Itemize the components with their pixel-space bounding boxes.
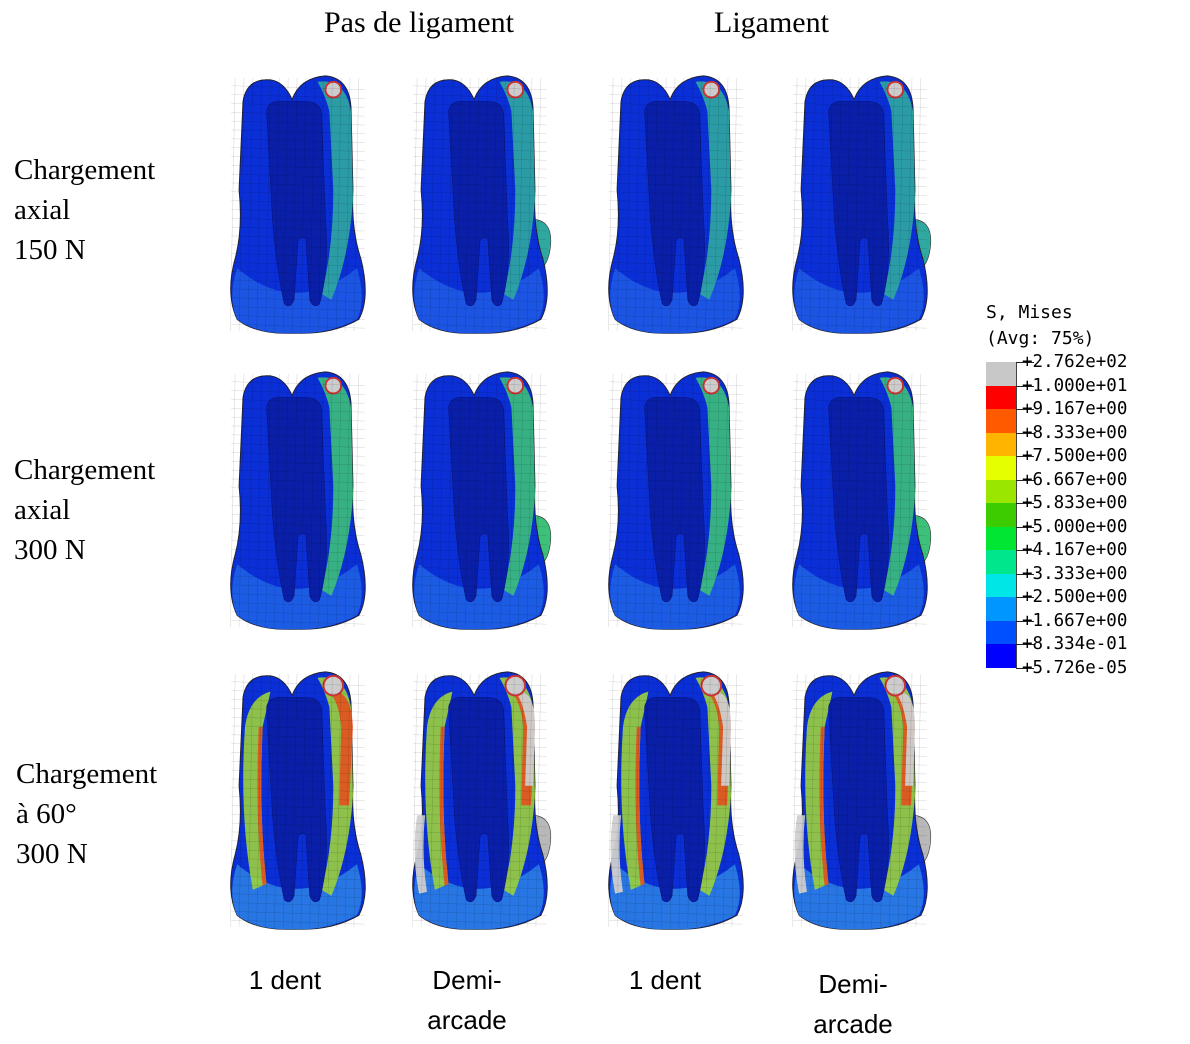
legend-tick bbox=[1016, 362, 1034, 363]
row-label-line: 150 N bbox=[14, 234, 86, 266]
stress-legend: S, Mises (Avg: 75%) +2.762e+02 +1.000e+01… bbox=[986, 300, 1186, 678]
footer-line: Demi- bbox=[818, 969, 888, 999]
legend-swatch bbox=[986, 644, 1017, 668]
legend-value-label: +8.334e-01 bbox=[1022, 634, 1128, 654]
legend-swatch bbox=[986, 597, 1017, 621]
legend-tick bbox=[1016, 550, 1034, 551]
tooth-model bbox=[600, 72, 750, 337]
row-label-oblique-300: Chargement à 60° 300 N bbox=[16, 754, 157, 874]
footer-line: Demi- bbox=[432, 965, 502, 995]
tooth-model bbox=[784, 72, 934, 337]
legend-tick bbox=[1016, 597, 1034, 598]
row-label-line: axial bbox=[14, 194, 71, 226]
legend-swatch bbox=[986, 432, 1017, 456]
legend-swatch bbox=[986, 503, 1017, 527]
footer-line: arcade bbox=[427, 1005, 507, 1035]
legend-swatch bbox=[986, 456, 1017, 480]
legend-swatch bbox=[986, 479, 1017, 503]
tooth-model bbox=[784, 668, 934, 933]
footer-1-dent-no-ligament: 1 dent bbox=[210, 960, 360, 1000]
legend-tick bbox=[1016, 620, 1034, 622]
row-label-axial-150: Chargement axial 150 N bbox=[14, 150, 155, 270]
legend-tick bbox=[1016, 456, 1034, 457]
legend-tick bbox=[1016, 479, 1034, 481]
tooth-model bbox=[404, 668, 554, 933]
legend-value-label: +1.000e+01 bbox=[1022, 375, 1128, 396]
tooth-model bbox=[784, 368, 934, 633]
legend-tick bbox=[1016, 526, 1034, 528]
header-ligament: Ligament bbox=[714, 6, 829, 39]
row-label-line: 300 N bbox=[16, 838, 88, 870]
legend-title-line: S, Mises bbox=[986, 302, 1073, 323]
tooth-model bbox=[600, 368, 750, 633]
row-label-line: Chargement bbox=[16, 758, 158, 790]
footer-line: arcade bbox=[813, 1009, 893, 1039]
footer-demi-arcade-ligament: Demi- arcade bbox=[778, 964, 928, 1044]
row-label-line: Chargement bbox=[14, 454, 156, 486]
legend-swatch bbox=[986, 620, 1017, 644]
row-label-axial-300: Chargement axial 300 N bbox=[14, 450, 155, 570]
legend-tick bbox=[1016, 667, 1034, 669]
legend-title-line: (Avg: 75%) bbox=[986, 328, 1095, 349]
legend-value-label: +5.000e+00 bbox=[1022, 516, 1128, 537]
legend-value-label: +4.167e+00 bbox=[1022, 540, 1128, 560]
tooth-model bbox=[222, 72, 372, 337]
row-label-line: 300 N bbox=[14, 534, 86, 566]
legend-swatch bbox=[986, 573, 1017, 597]
legend-tick bbox=[1016, 503, 1034, 504]
legend-title: S, Mises (Avg: 75%) bbox=[986, 300, 1186, 352]
footer-line: 1 dent bbox=[248, 965, 322, 995]
row-label-line: axial bbox=[14, 494, 71, 526]
legend-value-label: +1.667e+00 bbox=[1022, 610, 1128, 631]
legend-tick bbox=[1016, 385, 1034, 387]
tooth-model bbox=[222, 668, 372, 933]
header-pas-de-ligament: Pas de ligament bbox=[324, 6, 514, 39]
legend-swatch bbox=[986, 385, 1017, 409]
legend-value-label: +2.762e+02 bbox=[1022, 352, 1128, 372]
legend-tick bbox=[1016, 432, 1034, 434]
tooth-model bbox=[600, 668, 750, 933]
legend-swatch bbox=[986, 526, 1017, 550]
legend-tick bbox=[1016, 409, 1034, 410]
legend-swatch bbox=[986, 409, 1017, 433]
tooth-model bbox=[404, 368, 554, 633]
legend-value-label: +6.667e+00 bbox=[1022, 469, 1128, 490]
legend-value-label: +8.333e+00 bbox=[1022, 422, 1128, 443]
row-label-line: à 60° bbox=[16, 798, 77, 830]
footer-1-dent-ligament: 1 dent bbox=[590, 960, 740, 1000]
legend-swatch bbox=[986, 362, 1017, 386]
legend-tick bbox=[1016, 573, 1034, 575]
legend-value-label: +9.167e+00 bbox=[1022, 399, 1128, 419]
legend-value-label: +7.500e+00 bbox=[1022, 446, 1128, 466]
tooth-model bbox=[222, 368, 372, 633]
legend-value-label: +5.833e+00 bbox=[1022, 493, 1128, 513]
footer-demi-arcade-no-ligament: Demi- arcade bbox=[392, 960, 542, 1040]
row-label-line: Chargement bbox=[14, 154, 156, 186]
legend-tick bbox=[1016, 644, 1034, 645]
legend-swatch bbox=[986, 550, 1017, 574]
tooth-model bbox=[404, 72, 554, 337]
legend-value-label: +5.726e-05 bbox=[1022, 657, 1128, 678]
legend-value-label: +3.333e+00 bbox=[1022, 563, 1128, 584]
legend-color-scale: +2.762e+02 +1.000e+01 +9.167e+00 +8.333e+00… bbox=[986, 352, 1186, 678]
legend-value-label: +2.500e+00 bbox=[1022, 587, 1128, 607]
footer-line: 1 dent bbox=[628, 965, 702, 995]
